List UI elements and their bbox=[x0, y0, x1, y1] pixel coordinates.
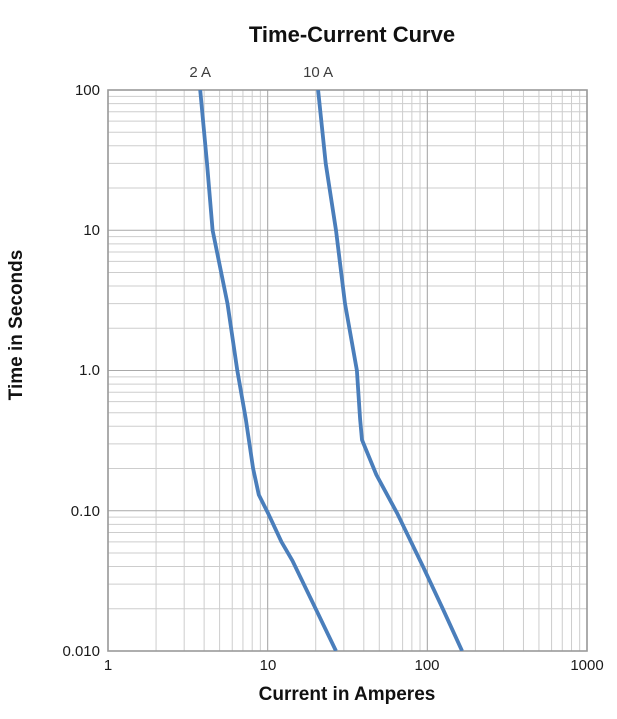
x-tick-1000: 1000 bbox=[570, 657, 603, 674]
x-axis-title: Current in Amperes bbox=[259, 684, 436, 705]
curves-group bbox=[198, 90, 464, 651]
curve-2a bbox=[198, 90, 338, 651]
x-tick-100: 100 bbox=[414, 657, 439, 674]
curve-10a bbox=[316, 90, 464, 651]
curve-label-2a: 2 A bbox=[189, 64, 211, 81]
chart-title: Time-Current Curve bbox=[249, 22, 455, 47]
x-tick-10: 10 bbox=[260, 657, 277, 674]
curve-label-10a: 10 A bbox=[303, 64, 333, 81]
x-tick-1: 1 bbox=[104, 657, 112, 674]
y-tick-10: 10 bbox=[83, 222, 100, 239]
y-axis-title: Time in Seconds bbox=[6, 250, 27, 401]
y-tick-100: 100 bbox=[75, 82, 100, 99]
y-tick-0-10: 0.10 bbox=[71, 503, 100, 520]
y-tick-0-010: 0.010 bbox=[62, 643, 100, 660]
plot-frame bbox=[107, 89, 588, 652]
y-tick-1: 1.0 bbox=[79, 362, 100, 379]
